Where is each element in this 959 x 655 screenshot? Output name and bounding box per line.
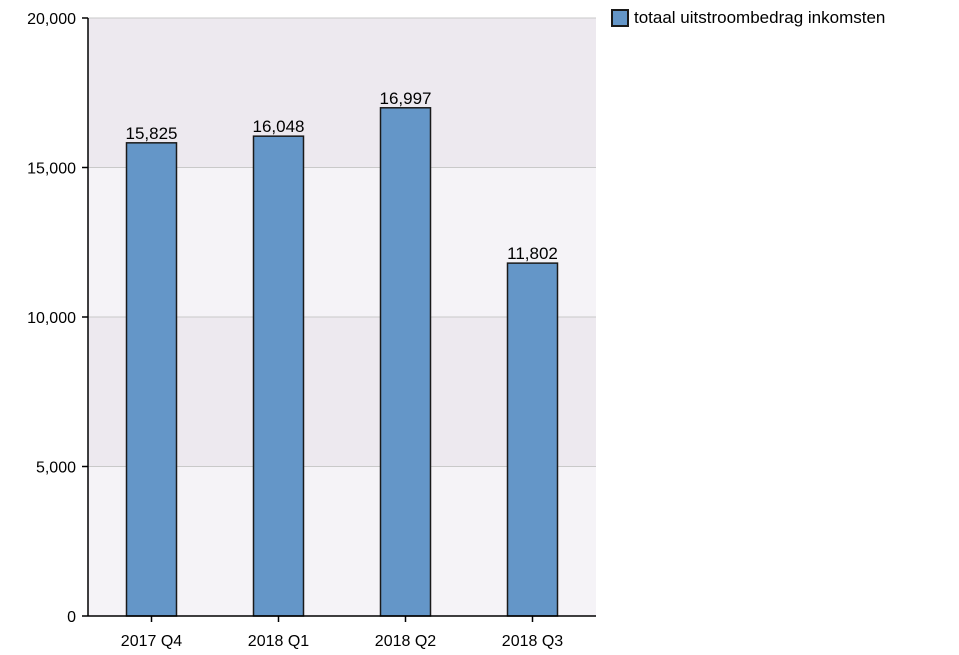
x-axis-ticks: 2017 Q4 2018 Q1 2018 Q2 2018 Q3	[121, 616, 563, 650]
legend-swatch	[611, 9, 629, 27]
x-tick-label: 2018 Q1	[248, 633, 309, 650]
legend-label: totaal uitstroombedrag inkomsten	[634, 8, 886, 27]
y-tick-label: 20,000	[27, 11, 76, 28]
bars	[125, 107, 559, 617]
x-tick-label: 2018 Q3	[502, 633, 563, 650]
bar	[125, 142, 178, 617]
x-tick-label: 2017 Q4	[121, 633, 182, 650]
bar	[252, 135, 305, 617]
data-label: 15,825	[126, 124, 178, 143]
y-axis-ticks: 0 5,000 10,000 15,000 20,000	[27, 11, 88, 626]
data-label: 11,802	[507, 244, 558, 263]
y-tick-label: 15,000	[27, 161, 76, 178]
y-tick-label: 10,000	[27, 310, 76, 327]
bar	[379, 107, 432, 617]
y-tick-label: 0	[67, 609, 76, 626]
bar	[506, 262, 559, 617]
data-labels: 15,825 16,048 16,997 11,802	[126, 89, 558, 263]
data-label: 16,048	[253, 117, 305, 136]
y-tick-label: 5,000	[36, 460, 76, 477]
legend: totaal uitstroombedrag inkomsten	[611, 8, 885, 28]
x-tick-label: 2018 Q2	[375, 633, 436, 650]
data-label: 16,997	[380, 89, 432, 108]
